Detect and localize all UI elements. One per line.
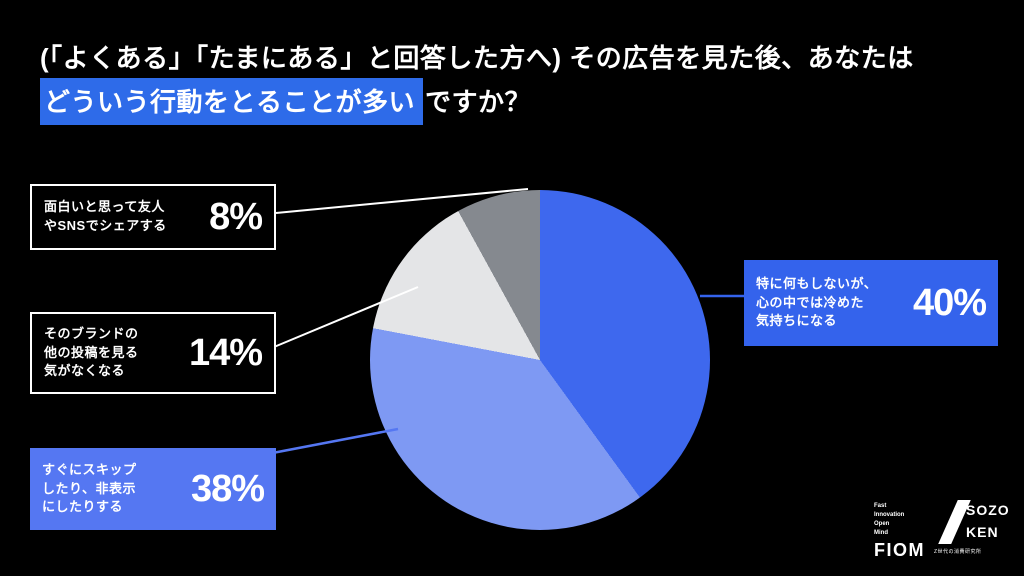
callout-brand-14-label: そのブランドの 他の投稿を見る 気がなくなる [44, 325, 139, 379]
callout-share-8-label: 面白いと思って友人 やSNSでシェアする [44, 199, 167, 233]
callout-skip-38-label: すぐにスキップ したり、非表示 にしたりする [42, 461, 137, 515]
callout-skip-38-value: 38% [190, 467, 265, 510]
title-highlight: どういう行動をとることが多い [40, 78, 424, 125]
page-title-line2: どういう行動をとることが多い ですか？ [40, 78, 531, 125]
callout-share-8: 面白いと思って友人 やSNSでシェアする 8% [30, 184, 276, 250]
sozoken-wordmark-bottom: KEN [966, 524, 999, 540]
leader-line-skip38 [261, 427, 399, 457]
callout-share-8-value: 8% [209, 195, 263, 238]
sozoken-wordmark-top: SOZO [966, 502, 1010, 518]
fiom-wordmark: FIOM [874, 540, 925, 560]
callout-cold-40-label: 特に何もしないが、 心の中では冷めた 気持ちになる [756, 275, 878, 329]
sozoken-subtitle: Z世代の消費研究所 [934, 549, 982, 555]
fiom-tagline: Fast Innovation Open Mind [874, 503, 905, 536]
callout-brand-14-value: 14% [188, 331, 263, 374]
pie-chart [370, 190, 710, 530]
callout-skip-38: すぐにスキップ したり、非表示 にしたりする 38% [30, 448, 276, 530]
sozoken-logo: SOZO KEN Z世代の消費研究所 [932, 498, 1009, 555]
page-title-line1: (「よくある」「たまにある」と回答した方へ) その広告を見た後、あなたは [40, 43, 914, 73]
title-rest: ですか？ [425, 87, 532, 117]
callout-brand-14: そのブランドの 他の投稿を見る 気がなくなる 14% [30, 312, 276, 394]
callout-cold-40: 特に何もしないが、 心の中では冷めた 気持ちになる 40% [744, 260, 998, 346]
callout-cold-40-value: 40% [912, 281, 987, 324]
fiom-logo: Fast Innovation Open Mind FIOM [874, 502, 926, 561]
